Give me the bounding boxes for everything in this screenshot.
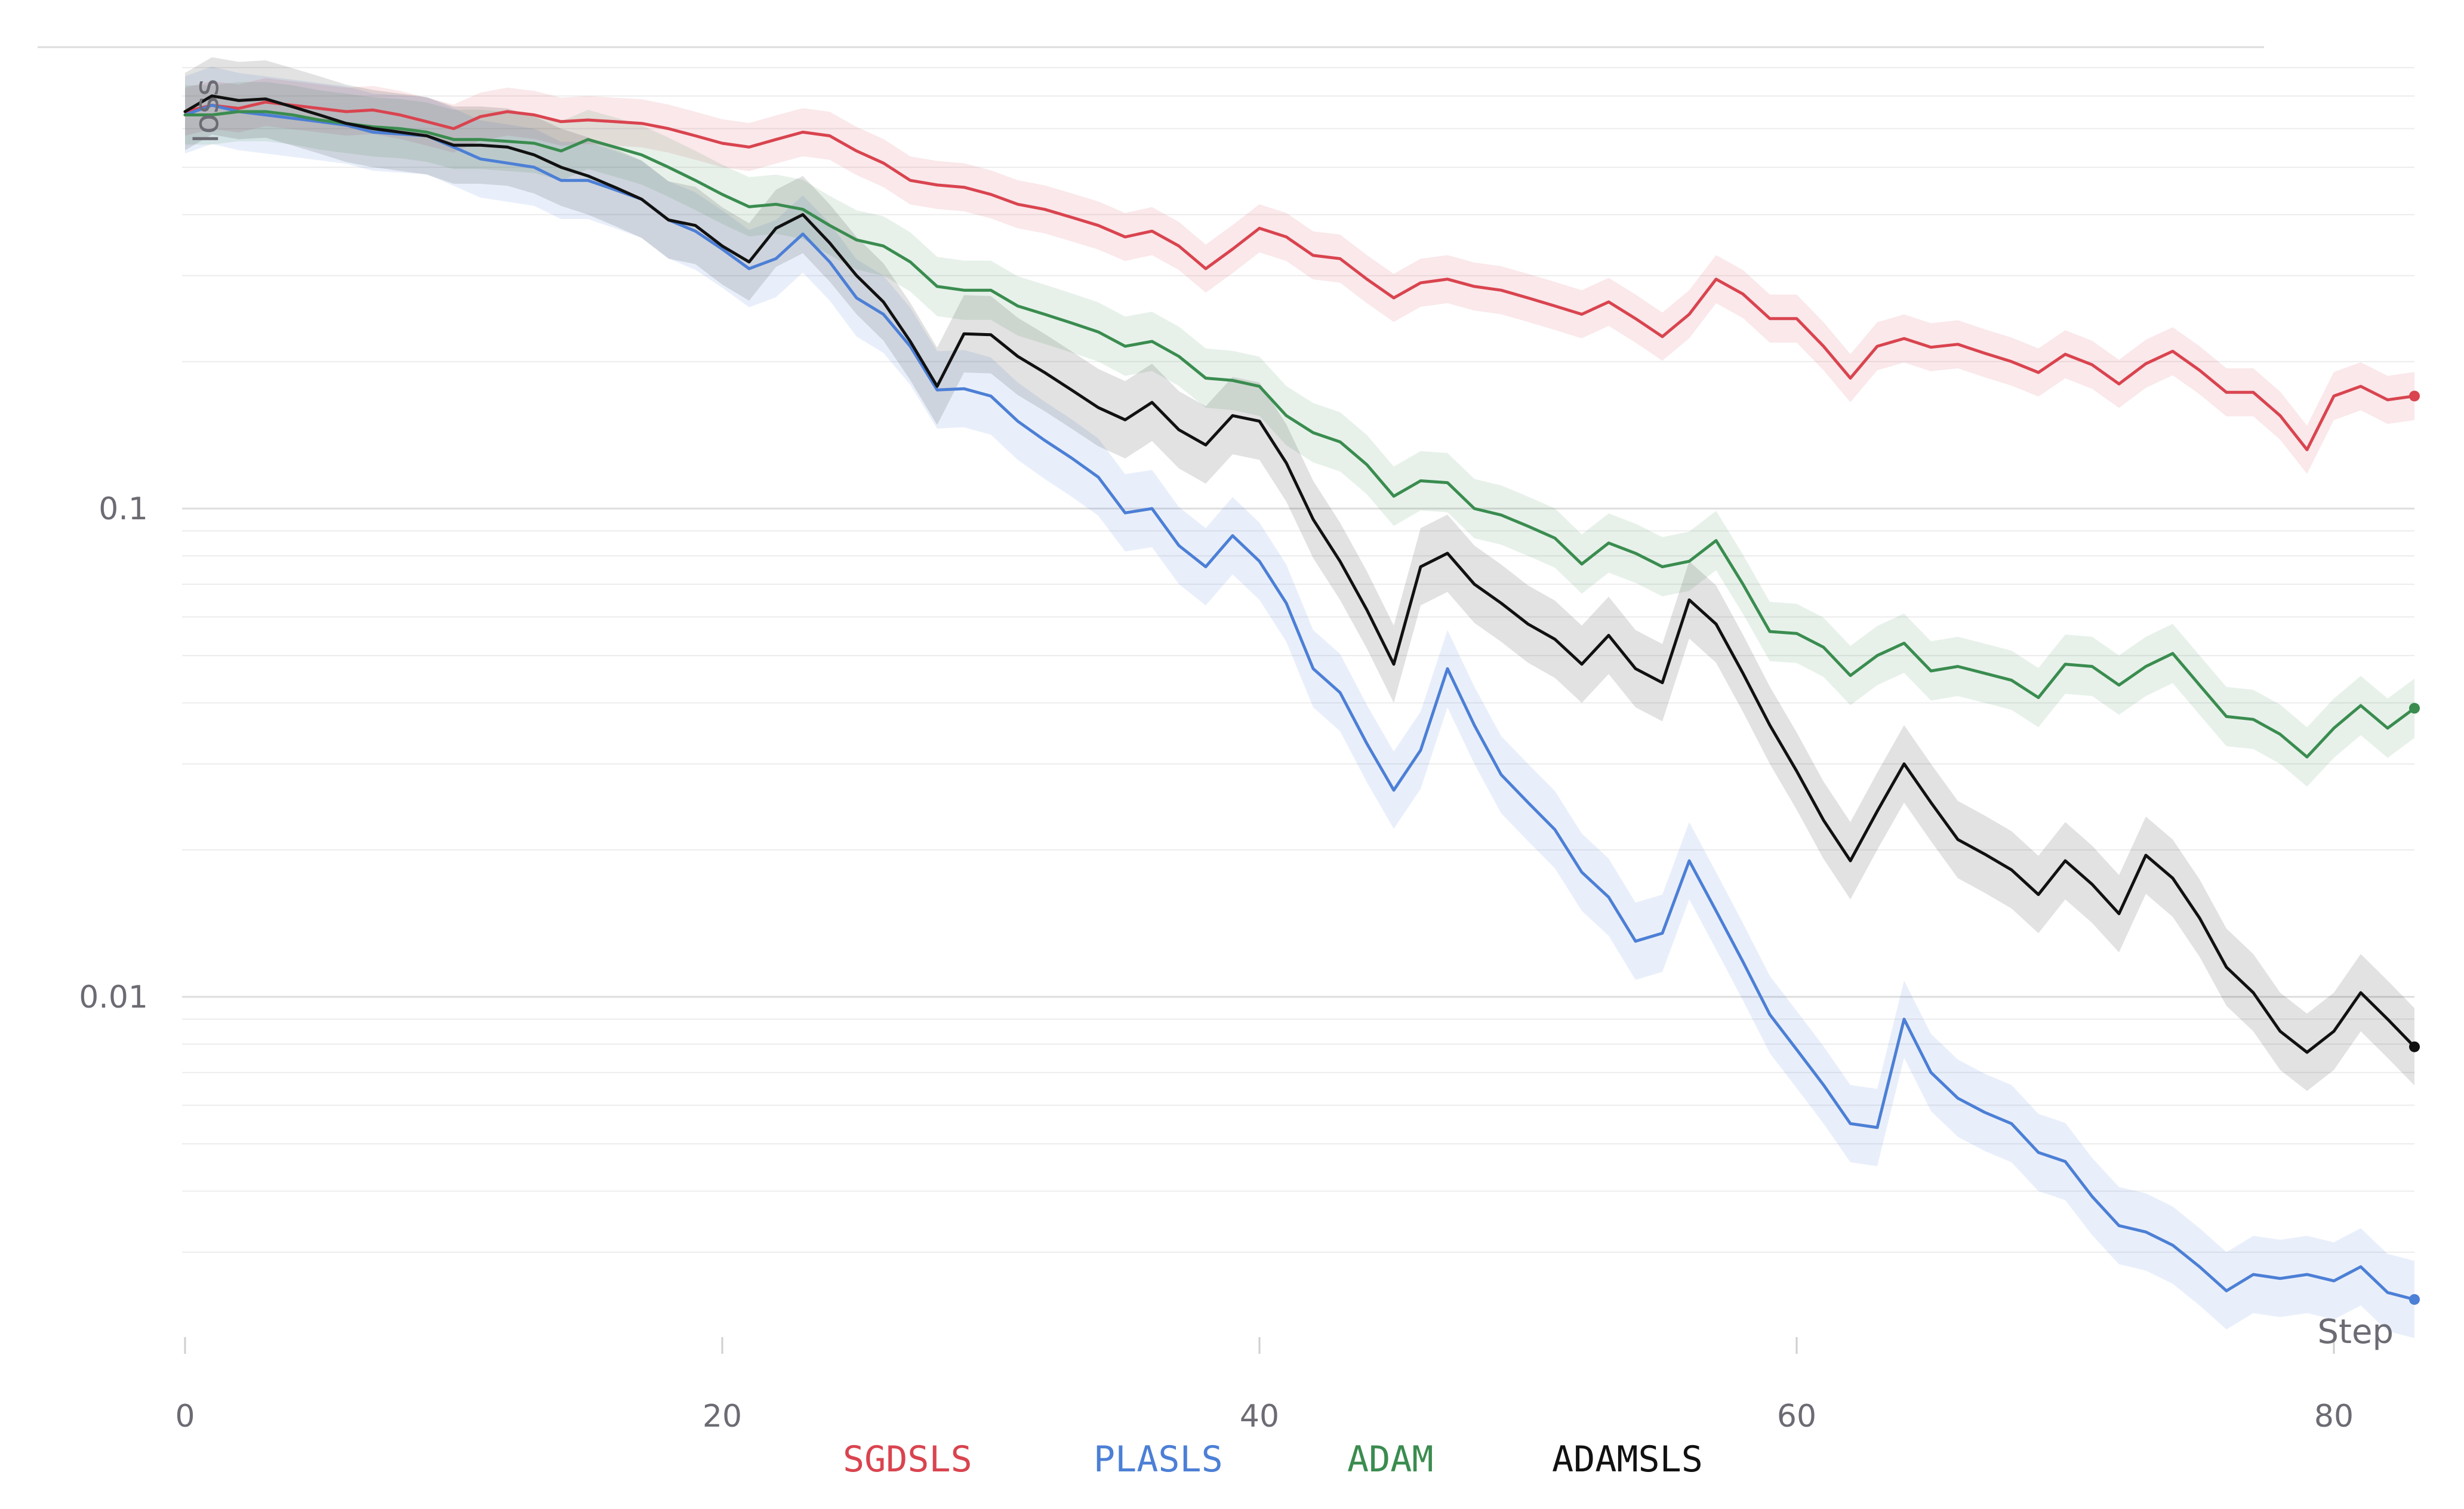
sgdsls-endpoint [2409,390,2420,402]
series-endpoints [2409,390,2420,1305]
legend-item-adam[interactable]: ADAM [1347,1439,1434,1480]
y-axis-title: loss [187,79,226,143]
legend-item-plasls[interactable]: PLASLS [1094,1439,1223,1480]
adam-endpoint [2409,703,2420,714]
y-tick-label: 0.1 [98,491,148,527]
x-tick-label: 0 [175,1399,195,1434]
x-axis: 0 20 40 60 80 [175,1337,2354,1434]
grid-lines [182,67,2414,1253]
legend: SGDSLS PLASLS ADAM ADAMSLS [843,1439,1703,1480]
x-axis-title: Step [2317,1313,2394,1351]
plasls-line [183,103,2416,1301]
adamsls-endpoint [2409,1041,2420,1052]
adamsls-line [183,94,2416,1054]
plasls-endpoint [2409,1294,2420,1305]
sgdsls-line [183,100,2416,451]
x-tick-label: 60 [1777,1399,1816,1434]
y-axis: 0.1 0.01 [79,491,148,1015]
adam-band [185,82,2414,787]
confidence-bands [185,57,2414,1338]
series-lines [183,94,2416,1301]
x-tick-label: 40 [1240,1399,1279,1434]
adam-line [183,110,2416,759]
sgdsls-band [185,78,2414,474]
adamsls-band [185,57,2414,1091]
legend-item-adamsls[interactable]: ADAMSLS [1552,1439,1703,1480]
x-tick-label: 20 [703,1399,742,1434]
legend-item-sgdsls[interactable]: SGDSLS [843,1439,972,1480]
x-tick-label: 80 [2314,1399,2354,1434]
y-tick-label: 0.01 [79,980,148,1015]
